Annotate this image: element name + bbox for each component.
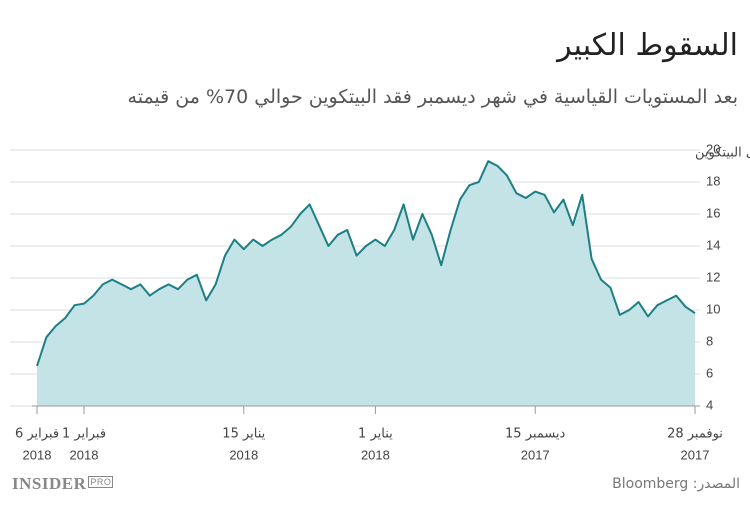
x-tick-year: 2017 xyxy=(521,447,550,462)
logo: INSIDER PRO xyxy=(12,474,114,494)
y-tick-label: 6 xyxy=(706,365,713,380)
y-tick-label: 14 xyxy=(706,237,720,252)
y-tick-label: 8 xyxy=(706,333,713,348)
x-tick-label: 15 يناير xyxy=(222,427,265,442)
x-tick-year: 2018 xyxy=(361,447,390,462)
x-tick-label: 28 نوفمبر xyxy=(667,427,723,442)
x-tick-label: 1 يناير xyxy=(358,427,393,442)
x-tick-year: 2018 xyxy=(23,447,52,462)
y-tick-label: 16 xyxy=(706,205,720,220)
y-tick-label: 12 xyxy=(706,269,720,284)
logo-badge: PRO xyxy=(88,476,114,488)
y-axis-label: ألف دولار على البيتكوين xyxy=(695,144,750,161)
y-tick-label: 18 xyxy=(706,173,720,188)
chart-title: السقوط الكبير xyxy=(557,28,738,63)
x-tick-label: 15 ديسمبر xyxy=(505,427,566,442)
logo-text: INSIDER xyxy=(12,474,87,493)
line xyxy=(36,160,696,367)
x-tick-label: 1 فبراير xyxy=(62,427,106,442)
y-tick-label: 20 xyxy=(706,141,720,156)
source: المصدر: Bloomberg xyxy=(612,476,740,492)
y-tick-label: 10 xyxy=(706,301,720,316)
x-tick-year: 2018 xyxy=(70,447,99,462)
x-tick-year: 2017 xyxy=(681,447,710,462)
x-tick-label: 6 فبراير xyxy=(15,427,59,442)
x-tick-year: 2018 xyxy=(229,447,258,462)
y-tick-label: 4 xyxy=(706,397,713,412)
area xyxy=(37,161,695,406)
chart-subtitle: بعد المستويات القياسية في شهر ديسمبر فقد… xyxy=(127,86,738,108)
